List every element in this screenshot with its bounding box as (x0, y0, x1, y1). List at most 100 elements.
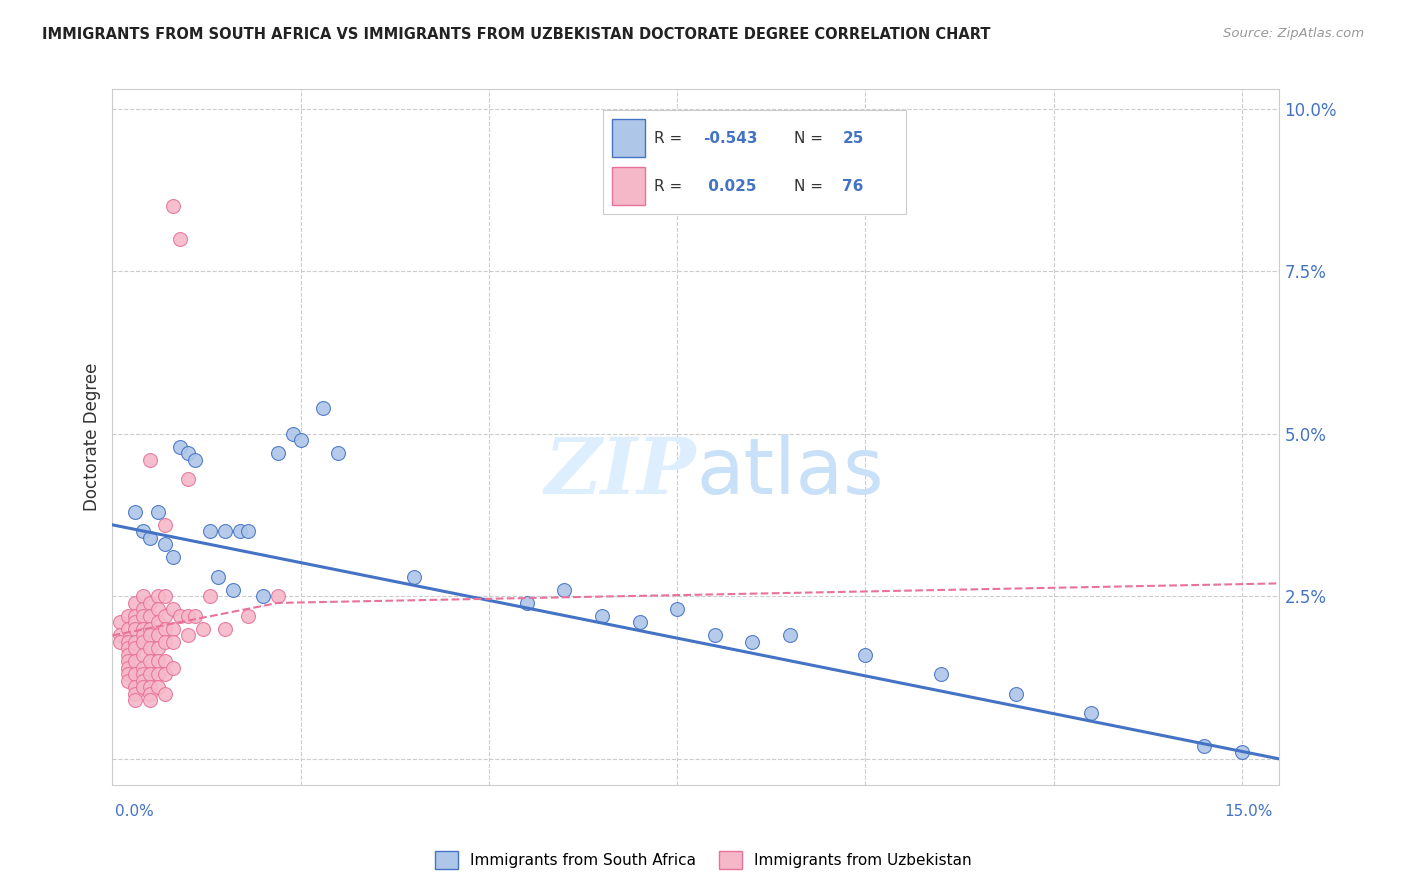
Point (146, 615, 169, 630)
Point (131, 648, 153, 662)
Point (267, 446, 290, 460)
Point (131, 635, 153, 649)
Point (139, 628, 162, 642)
Point (553, 582, 575, 597)
Point (124, 622, 146, 636)
Point (146, 681, 169, 695)
Point (146, 641, 169, 656)
Point (117, 635, 139, 649)
Point (124, 667, 146, 681)
Point (666, 602, 689, 616)
Point (117, 622, 139, 636)
Point (117, 641, 139, 656)
Y-axis label: Doctorate Degree: Doctorate Degree (83, 363, 101, 511)
Point (252, 590, 274, 604)
Point (290, 434, 312, 448)
Point (162, 602, 184, 616)
Point (177, 472, 200, 486)
Point (153, 517, 176, 532)
Point (108, 635, 131, 649)
Point (200, 524, 222, 539)
Point (131, 661, 153, 675)
Point (853, 648, 876, 662)
Point (146, 628, 169, 642)
Point (139, 654, 162, 668)
Point (131, 681, 153, 695)
Point (153, 654, 176, 668)
Point (131, 590, 153, 604)
Point (139, 531, 162, 545)
Point (146, 505, 169, 519)
Point (139, 667, 162, 681)
Point (124, 615, 146, 630)
Point (153, 687, 176, 701)
Point (108, 628, 131, 642)
Point (703, 628, 725, 642)
Point (328, 446, 350, 460)
Point (169, 608, 191, 623)
Point (1192, 739, 1215, 753)
Point (124, 681, 146, 695)
Point (153, 635, 176, 649)
Point (124, 635, 146, 649)
Point (146, 602, 169, 616)
Point (516, 596, 538, 610)
Point (628, 615, 651, 630)
Point (591, 608, 613, 623)
Point (139, 596, 162, 610)
Point (162, 661, 184, 675)
Point (153, 667, 176, 681)
Point (124, 654, 146, 668)
Point (117, 667, 139, 681)
Point (222, 582, 245, 597)
Point (153, 537, 176, 551)
Point (214, 622, 236, 636)
Point (169, 232, 191, 246)
Point (131, 673, 153, 688)
Text: 0.0%: 0.0% (115, 805, 155, 819)
Point (124, 641, 146, 656)
Point (402, 570, 425, 584)
Point (1230, 746, 1253, 760)
Point (177, 608, 200, 623)
Point (162, 622, 184, 636)
Point (1080, 706, 1102, 721)
Point (108, 615, 131, 630)
Point (191, 622, 214, 636)
Point (162, 199, 184, 213)
Text: 15.0%: 15.0% (1225, 805, 1272, 819)
Point (139, 453, 162, 467)
Point (124, 596, 146, 610)
Text: ZIP: ZIP (544, 434, 696, 510)
Point (146, 654, 169, 668)
Point (153, 590, 176, 604)
Point (117, 673, 139, 688)
Point (229, 524, 252, 539)
Point (131, 602, 153, 616)
Point (139, 687, 162, 701)
Point (117, 648, 139, 662)
Text: atlas: atlas (696, 434, 883, 510)
Point (117, 608, 139, 623)
Point (146, 667, 169, 681)
Point (200, 590, 222, 604)
Point (117, 661, 139, 675)
Point (139, 693, 162, 707)
Point (139, 608, 162, 623)
Point (131, 524, 153, 539)
Point (214, 524, 236, 539)
Point (929, 667, 952, 681)
Point (169, 440, 191, 454)
Point (779, 628, 801, 642)
Point (124, 608, 146, 623)
Point (146, 590, 169, 604)
Point (741, 635, 763, 649)
Point (153, 608, 176, 623)
Point (139, 622, 162, 636)
Point (236, 524, 259, 539)
Point (117, 654, 139, 668)
Point (124, 693, 146, 707)
Point (131, 628, 153, 642)
Point (124, 687, 146, 701)
Point (207, 570, 229, 584)
